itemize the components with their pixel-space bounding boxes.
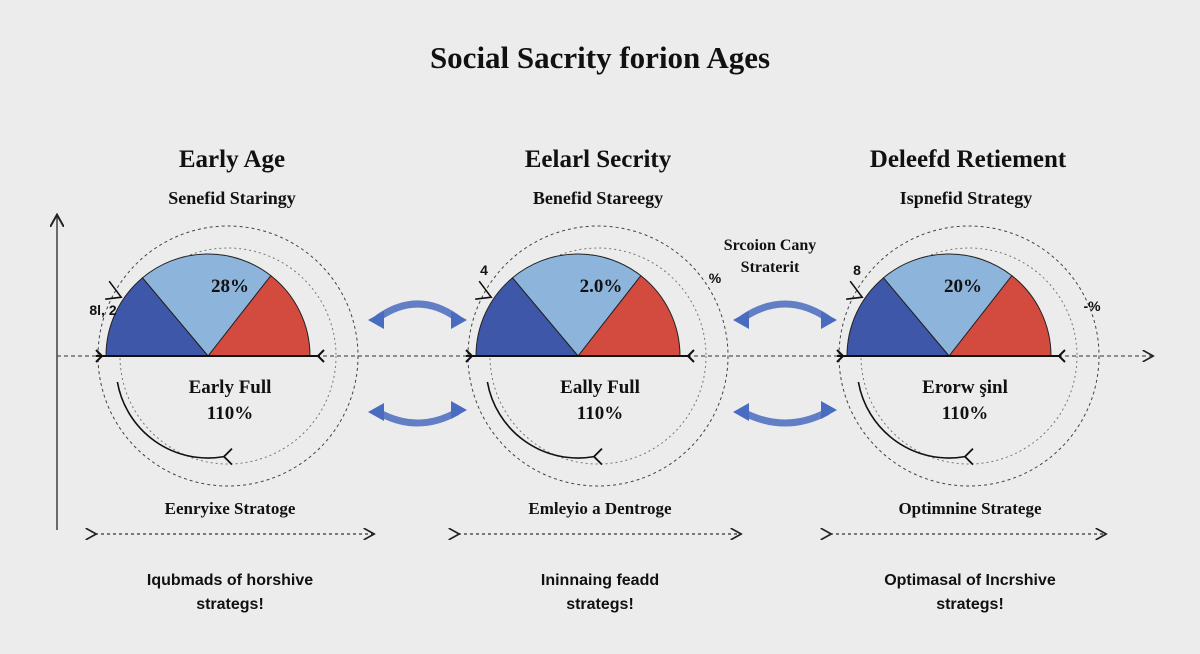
swap-arrows-2-bottom-right-head-icon — [821, 401, 837, 419]
panel-1-strategy: Eenryixe Stratoge — [164, 499, 296, 518]
panel-3-description-line1: Optimasal of Incrshive — [884, 572, 1056, 589]
swap-arrows-1-bottom-left-head-icon — [368, 403, 384, 421]
panel-2-segment-pct: 2.0% — [579, 276, 623, 297]
panel-3-description-line2: strategs! — [936, 596, 1004, 613]
panel-3-corner-tick-icon — [846, 280, 864, 300]
swap-arrows-2-top-left-head-icon — [733, 311, 749, 329]
panel-3-heading: Deleefd Retiement — [869, 146, 1067, 173]
panel-3-inner-label: Erorw şinl — [922, 377, 1008, 398]
swap-arrows-2-top-icon — [739, 300, 831, 322]
swap-arrows-1-bottom-icon — [374, 408, 461, 427]
panel-2-right-note: % — [708, 270, 722, 286]
center-note-line2: Straterit — [740, 259, 800, 276]
panel-2-heading: Eelarl Secrity — [524, 146, 672, 173]
panel-2-subheading: Benefid Stareegy — [532, 188, 664, 208]
panel-2-gauge-red — [576, 274, 681, 357]
panel-3-left-chevron-icon — [836, 349, 845, 363]
panel-3-arc-chevron-icon — [963, 447, 974, 466]
panel-3-right-note: -% — [1083, 298, 1101, 314]
panel-3-corner-mark: 8 — [853, 262, 861, 278]
panel-1-left-chevron-icon — [95, 349, 104, 363]
panel-3-segment-pct: 20% — [944, 276, 982, 297]
panel-1-heading: Early Age — [178, 146, 286, 173]
panel-1-inner-value: 110% — [206, 403, 254, 424]
panel-2-inner-ring — [489, 247, 707, 465]
panel-3-gauge-light-blue — [882, 253, 1013, 357]
swap-arrows-2-bottom-icon — [739, 408, 831, 427]
panel-3-inner-value: 110% — [941, 403, 989, 424]
panel-1-right-chevron-icon — [316, 349, 325, 363]
panel-1-lower-arc — [116, 381, 225, 459]
panel-1-left-note: 8l, 2 — [89, 302, 117, 318]
panel-2-description-line1: Ininnaing feadd — [540, 572, 660, 589]
panel-3-gauge-red — [947, 274, 1052, 357]
panel-1-description-line2: strategs! — [196, 596, 264, 613]
panel-2-inner-label: Eally Full — [560, 377, 640, 398]
panel-2-gauge-light-blue — [511, 253, 642, 357]
swap-arrows-1-top-icon — [374, 300, 461, 322]
panel-1-inner-ring — [119, 247, 337, 465]
panel-3-strategy: Optimnine Stratege — [898, 499, 1042, 518]
panel-1-gauge-dark-blue — [105, 277, 210, 357]
panel-2-gauge-dark-blue — [475, 277, 580, 357]
panel-1-inner-label: Early Full — [188, 377, 272, 398]
panel-1-corner-tick-icon — [105, 280, 123, 300]
center-note-line1: Srcoion Cany — [723, 237, 817, 254]
panel-1-subheading: Senefid Staringy — [168, 188, 296, 208]
panel-1-description-line1: Iqubmads of horshive — [146, 572, 314, 589]
panel-1-gauge-red — [206, 274, 311, 357]
diagram-title: Social Sacrity forion Ages — [429, 40, 771, 75]
panel-2-corner-mark: 4 — [480, 262, 488, 278]
swap-arrows-2-top-right-head-icon — [821, 311, 837, 329]
panel-2-strategy: Emleyio a Dentroge — [528, 499, 672, 518]
panel-1-gauge-light-blue — [141, 253, 272, 357]
panel-2-lower-arc — [486, 381, 595, 459]
panel-3-gauge-dark-blue — [846, 277, 951, 357]
swap-arrows-2-bottom-left-head-icon — [733, 403, 749, 421]
panel-2-inner-value: 110% — [576, 403, 624, 424]
panel-2-corner-tick-icon — [475, 280, 493, 300]
swap-arrows-1-top-left-head-icon — [368, 311, 384, 329]
panel-3-inner-ring — [860, 247, 1078, 465]
panel-3-lower-arc — [857, 381, 966, 459]
panel-3-subheading: Ispnefid Strategy — [899, 188, 1033, 208]
panel-3-right-chevron-icon — [1057, 349, 1066, 363]
swap-arrows-1-top-right-head-icon — [451, 311, 467, 329]
panel-2-arc-chevron-icon — [592, 447, 603, 466]
panel-1-segment-pct: 28% — [211, 276, 249, 297]
panel-1-arc-chevron-icon — [222, 447, 233, 466]
swap-arrows-1-bottom-right-head-icon — [451, 401, 467, 419]
panel-2-left-chevron-icon — [465, 349, 474, 363]
panel-2-right-chevron-icon — [686, 349, 695, 363]
panel-2-description-line2: strategs! — [566, 596, 634, 613]
